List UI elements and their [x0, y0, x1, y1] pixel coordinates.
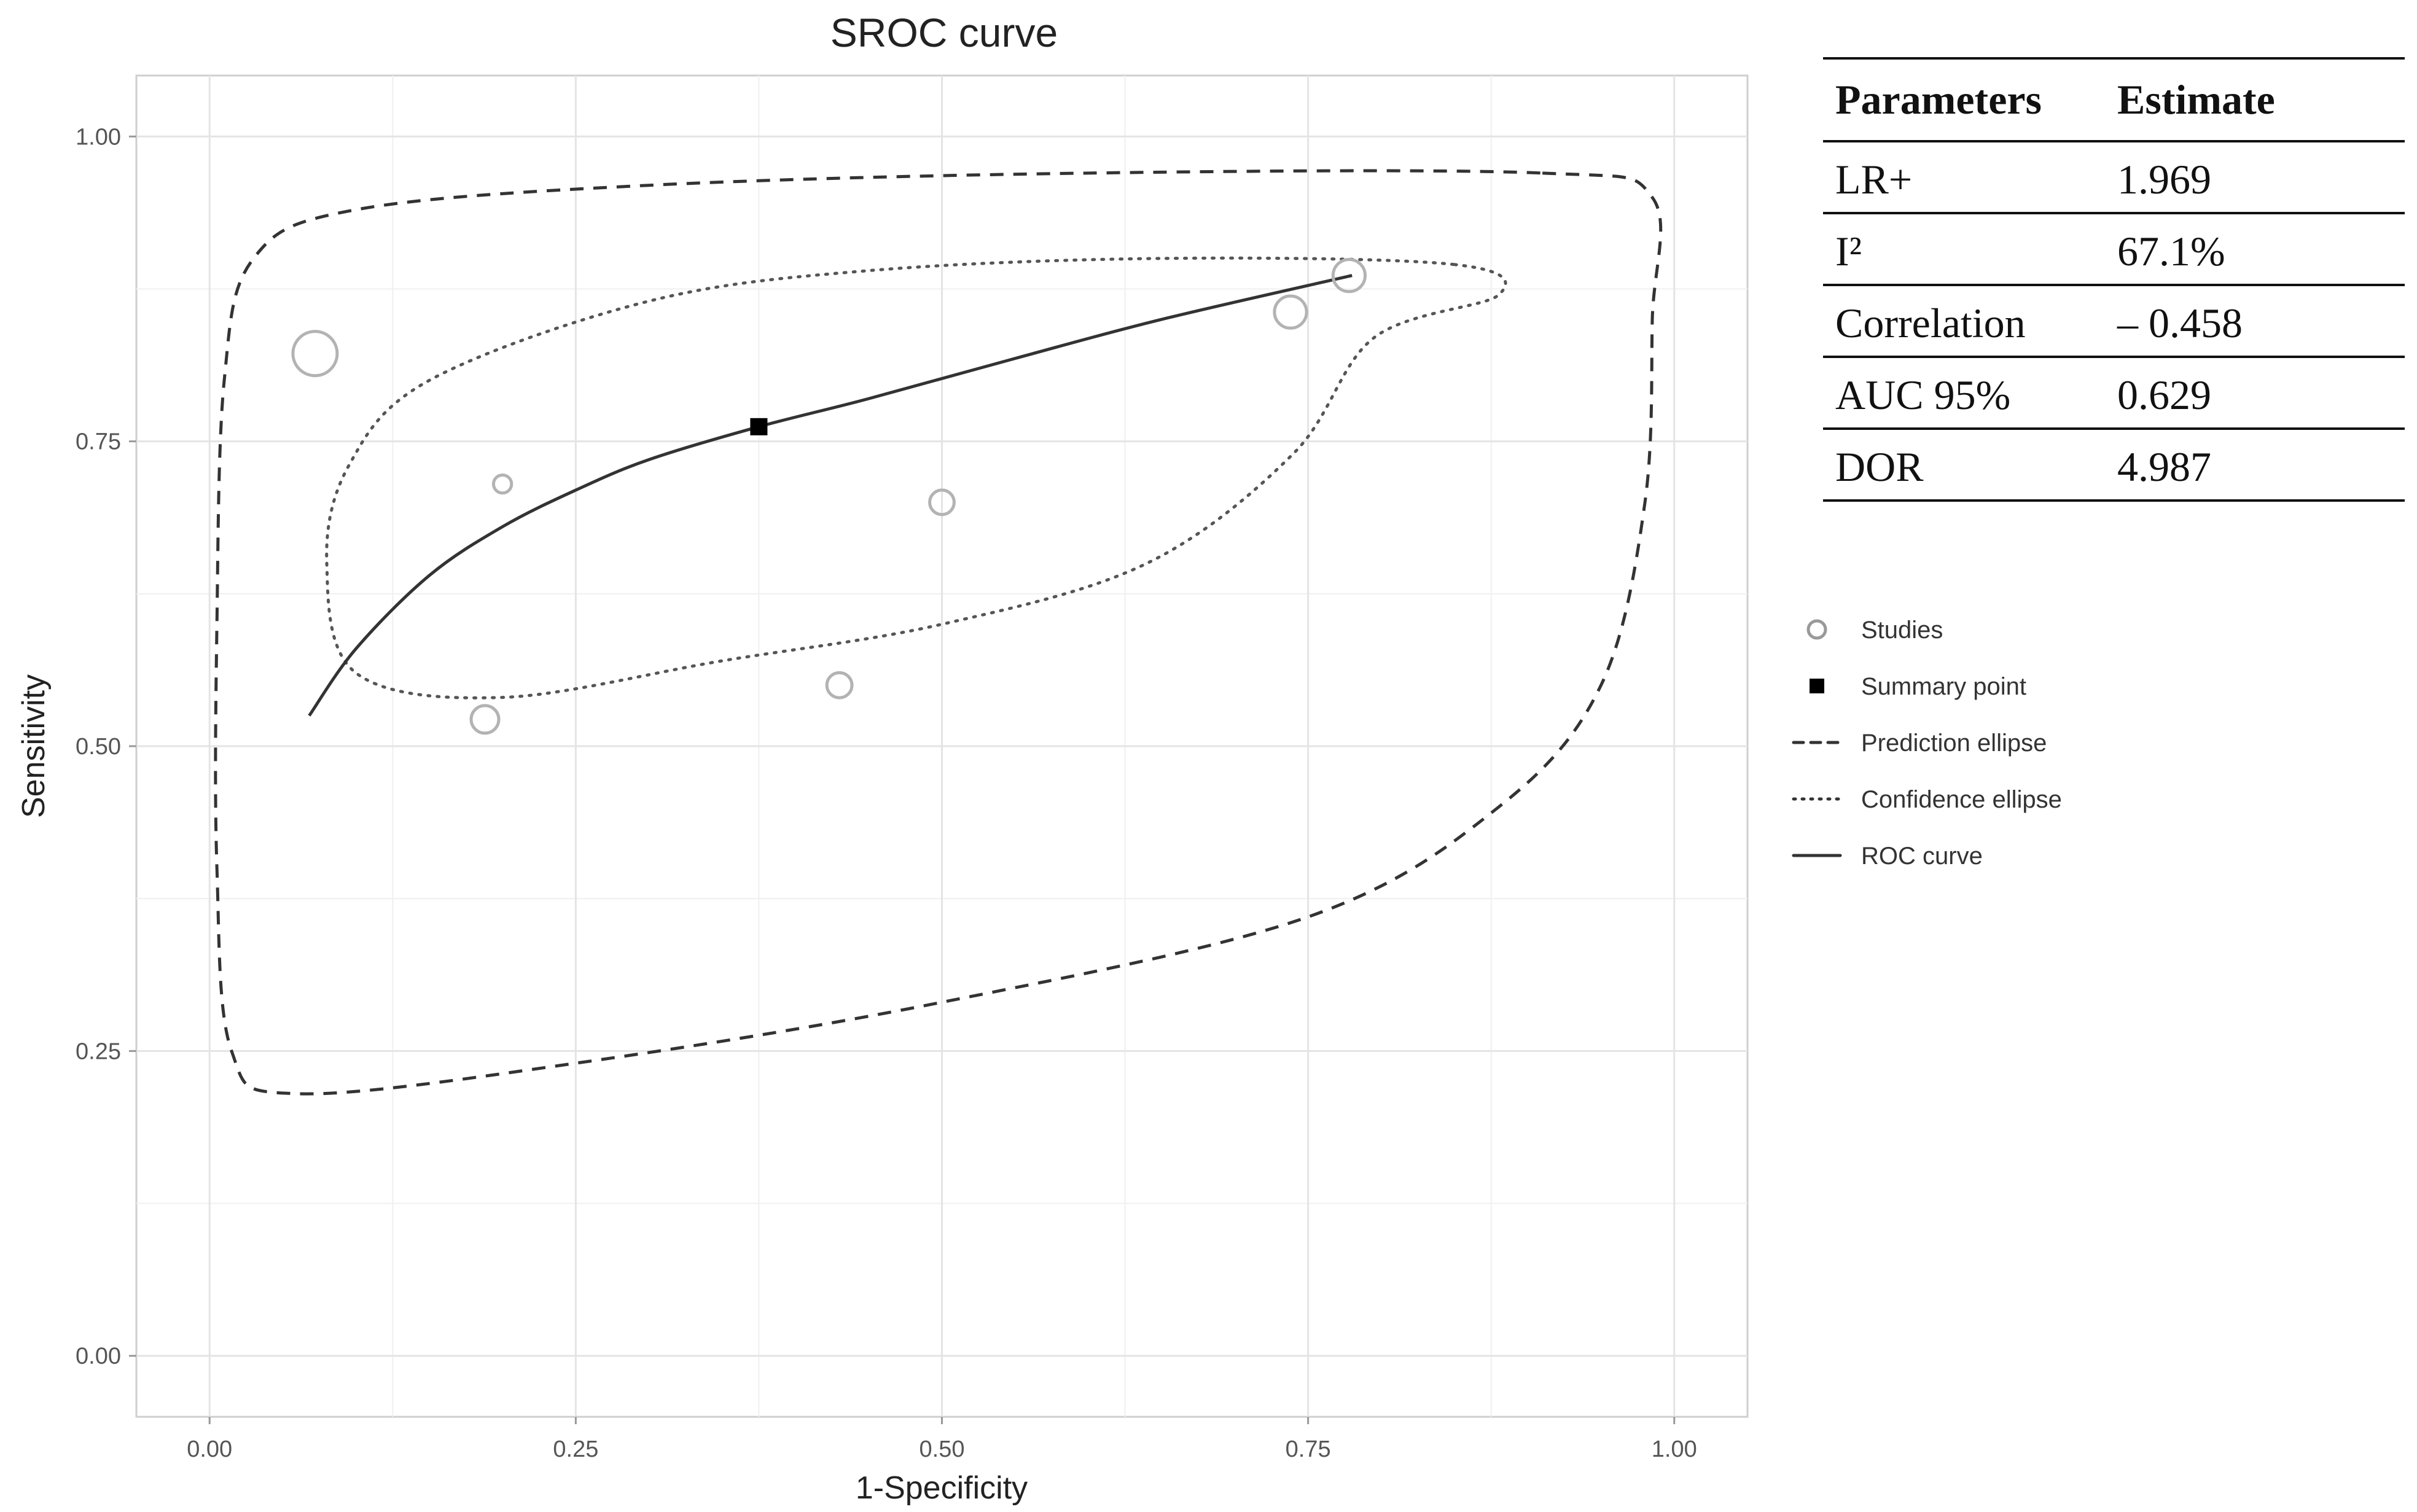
table-cell: DOR	[1835, 443, 1924, 490]
study-point	[291, 330, 339, 378]
x-tick-label: 1.00	[1652, 1436, 1697, 1462]
table-cell: 4.987	[2117, 443, 2211, 490]
study-point	[928, 488, 956, 516]
table-cell: LR+	[1835, 156, 1912, 203]
y-tick-label: 0.25	[76, 1039, 121, 1064]
legend-label: ROC curve	[1861, 843, 1983, 870]
table-cell: I²	[1835, 228, 1862, 275]
confidence-ellipse	[325, 256, 1507, 699]
prediction-ellipse	[214, 169, 1663, 1096]
table-cell: AUC 95%	[1835, 372, 2010, 418]
legend-item: Confidence ellipse	[1792, 786, 2062, 813]
y-axis-ticks: 0.00 0.25 0.50 0.75 1.00	[76, 124, 136, 1370]
legend-label: Summary point	[1861, 673, 2026, 700]
y-tick-label: 0.50	[76, 734, 121, 760]
legend-label: Prediction ellipse	[1861, 730, 2047, 757]
x-axis-title: 1-Specificity	[856, 1470, 1028, 1506]
x-tick-label: 0.25	[553, 1436, 598, 1462]
plot-area	[135, 74, 1749, 1418]
legend-item: Summary point	[1810, 673, 2026, 700]
table-cell: – 0.458	[2117, 300, 2243, 346]
y-tick-label: 0.75	[76, 429, 121, 455]
legend-key-summary	[1810, 679, 1824, 693]
table-cell: Correlation	[1835, 300, 2026, 346]
table-header: Estimate	[2117, 76, 2275, 123]
y-tick-label: 1.00	[76, 124, 121, 150]
x-tick-label: 0.50	[920, 1436, 965, 1462]
roc-curve	[308, 274, 1353, 717]
plot-series	[214, 169, 1663, 1096]
table-header: Parameters	[1835, 76, 2042, 123]
study-point	[825, 671, 854, 699]
legend-item: ROC curve	[1792, 843, 1983, 870]
study-point	[491, 473, 513, 495]
table-cell: 0.629	[2117, 372, 2211, 418]
summary-point	[750, 418, 768, 435]
legend-label: Confidence ellipse	[1861, 786, 2062, 813]
y-axis-title: Sensitivity	[16, 674, 52, 818]
chart-title: SROC curve	[830, 10, 1058, 55]
legend-key-studies	[1806, 619, 1827, 640]
study-point	[1331, 257, 1367, 294]
table-cell: 67.1%	[2117, 228, 2225, 275]
legend-item: Prediction ellipse	[1792, 730, 2047, 757]
x-axis-ticks: 0.00 0.25 0.50 0.75 1.00	[187, 1417, 1697, 1462]
grid-lines	[136, 76, 1747, 1417]
parameters-table: Parameters Estimate LR+ 1.969 I² 67.1% Correla…	[1823, 57, 2405, 502]
x-tick-label: 0.75	[1286, 1436, 1331, 1462]
legend-label: Studies	[1861, 617, 1943, 644]
legend-item: Studies	[1806, 617, 1943, 644]
x-tick-label: 0.00	[187, 1436, 232, 1462]
y-tick-label: 0.00	[76, 1344, 121, 1370]
study-point	[1273, 294, 1308, 330]
table-cell: 1.969	[2117, 156, 2211, 203]
study-point	[469, 704, 501, 735]
legend: Studies Summary point Prediction ellipse Co…	[1792, 617, 2062, 870]
